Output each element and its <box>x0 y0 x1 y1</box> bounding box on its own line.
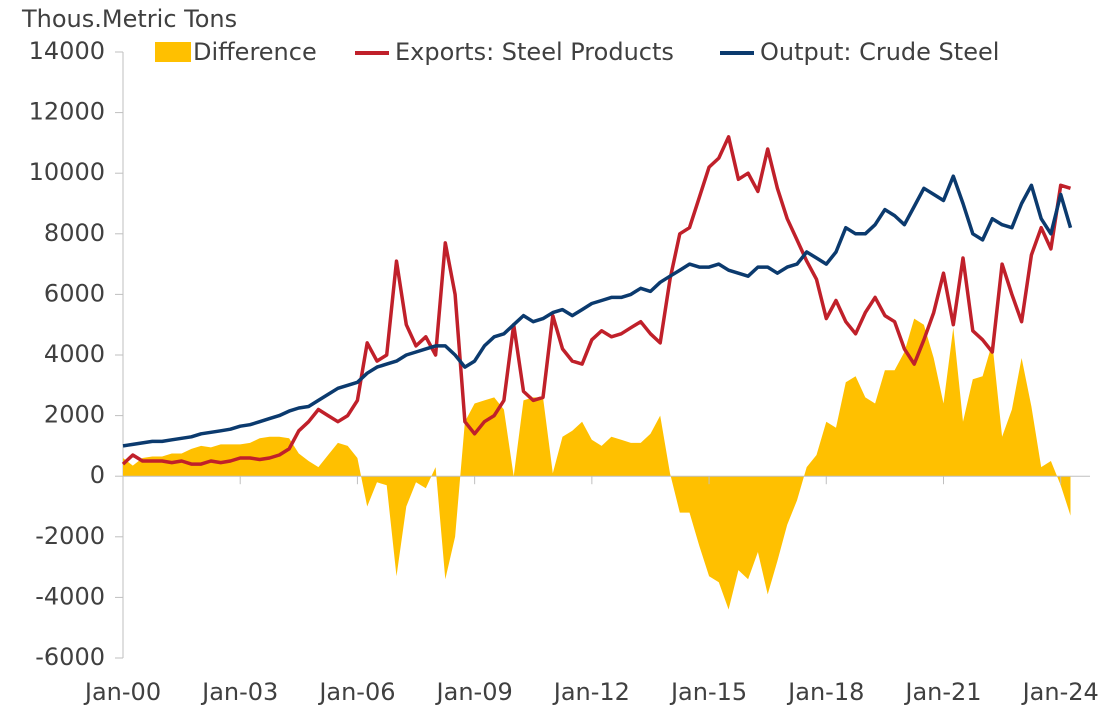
line <box>121 135 1072 466</box>
y-axis-title: Thous.Metric Tons <box>21 5 237 33</box>
x-tick-label: Jan-15 <box>669 678 747 706</box>
y-tick-label: 10000 <box>29 158 105 186</box>
x-tick-label: Jan-06 <box>317 678 395 706</box>
line <box>122 174 1073 448</box>
x-tick-label: Jan-09 <box>435 678 513 706</box>
y-tick-label: 12000 <box>29 98 105 126</box>
legend-label: Difference <box>193 38 317 66</box>
y-tick-label: 2000 <box>44 401 105 429</box>
y-tick-label: -2000 <box>35 522 105 550</box>
x-tick-label: Jan-00 <box>83 678 161 706</box>
y-tick-label: -6000 <box>35 643 105 671</box>
x-tick-label: Jan-12 <box>552 678 630 706</box>
x-tick-label: Jan-24 <box>1021 678 1098 706</box>
x-tick-label: Jan-03 <box>200 678 278 706</box>
x-tick-label: Jan-18 <box>786 678 864 706</box>
y-tick-label: -4000 <box>35 582 105 610</box>
area <box>123 318 1071 610</box>
legend-swatch <box>155 42 191 62</box>
legend-label: Exports: Steel Products <box>395 38 674 66</box>
y-tick-label: 0 <box>90 461 105 489</box>
y-tick-label: 8000 <box>44 219 105 247</box>
y-tick-label: 14000 <box>29 37 105 65</box>
legend-label: Output: Crude Steel <box>760 38 999 66</box>
y-tick-label: 6000 <box>44 279 105 307</box>
y-tick-label: 4000 <box>44 340 105 368</box>
x-tick-label: Jan-21 <box>903 678 981 706</box>
